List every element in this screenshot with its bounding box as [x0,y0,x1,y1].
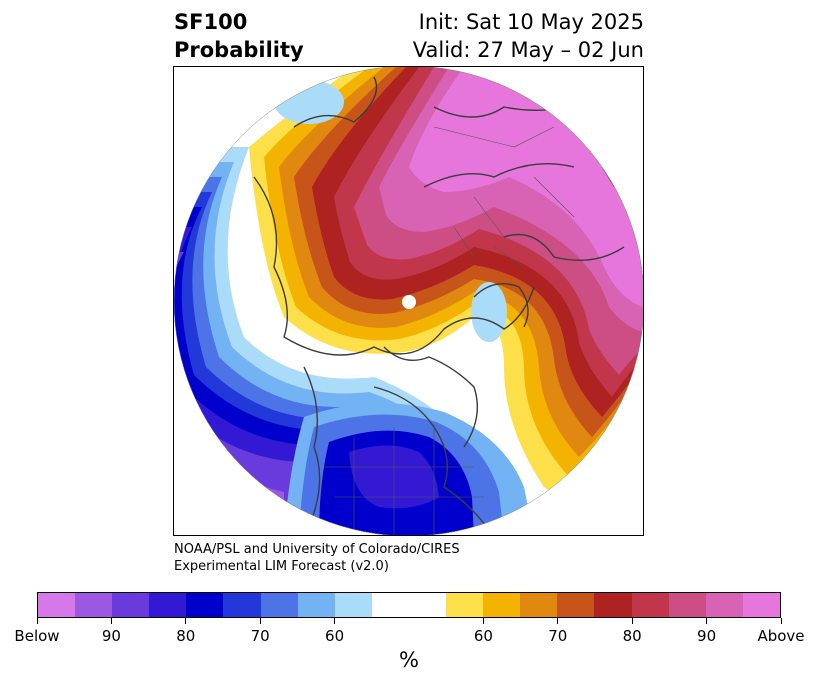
credit-line-2: Experimental LIM Forecast (v2.0) [174,559,389,574]
colorbar-segment [149,593,187,617]
colorbar-segment [631,593,669,617]
colorbar-segment [446,593,484,617]
colorbar-tick-label: Below [14,627,60,645]
colorbar-segment [38,593,76,617]
colorbar-tick-label: 60 [473,627,493,645]
colorbar-tick-label: 90 [697,627,717,645]
colorbar-tick [334,618,336,624]
below-normal-patch-scandinavia [471,282,507,342]
below-normal-patch-north [274,80,344,124]
colorbar-unit-label: % [399,648,419,672]
colorbar-segment [520,593,558,617]
colorbar-segment [594,593,632,617]
colorbar-tick-label: 70 [250,627,270,645]
colorbar-tick [780,618,782,624]
colorbar-segment [334,593,372,617]
credit-text: NOAA/PSL and University of Colorado/CIRE… [174,541,460,575]
colorbar-tick [259,618,261,624]
title-line-2: Probability [174,38,304,62]
colorbar-segment [75,593,113,617]
colorbar-segment [260,593,298,617]
colorbar-segment [557,593,595,617]
colorbar-segment [742,593,780,617]
colorbar-tick [482,618,484,624]
colorbar-tick-label: 90 [101,627,121,645]
colorbar-segment [186,593,224,617]
pole-marker [402,295,416,309]
colorbar-segment [371,593,409,617]
credit-line-1: NOAA/PSL and University of Colorado/CIRE… [174,542,460,557]
probability-colorbar [37,592,781,618]
colorbar-segment [297,593,335,617]
colorbar-segment [408,593,447,617]
colorbar-tick [631,618,633,624]
colorbar-segment [223,593,261,617]
map-title: SF100 Probability [174,8,304,64]
init-date: Init: Sat 10 May 2025 [418,10,644,34]
colorbar-tick [706,618,708,624]
valid-date: Valid: 27 May – 02 Jun [412,38,644,62]
colorbar-tick-label: 80 [622,627,642,645]
probability-map-graphic [174,67,643,535]
political-borders [324,126,615,535]
colorbar-tick [185,618,187,624]
colorbar-segment [483,593,521,617]
colorbar-segment [668,593,706,617]
colorbar-tick-label: 60 [325,627,345,645]
title-line-1: SF100 [174,10,248,34]
colorbar-tick-label: 70 [548,627,568,645]
colorbar-segment [112,593,150,617]
colorbar-tick-label: 80 [176,627,196,645]
polar-map [173,66,644,536]
colorbar-tick [36,618,38,624]
colorbar-tick [557,618,559,624]
below-normal-region-north-america [284,403,534,535]
colorbar-tick [110,618,112,624]
colorbar-tick-label: Above [757,627,805,645]
colorbar-segment [705,593,743,617]
forecast-dates: Init: Sat 10 May 2025 Valid: 27 May – 02… [413,8,644,64]
